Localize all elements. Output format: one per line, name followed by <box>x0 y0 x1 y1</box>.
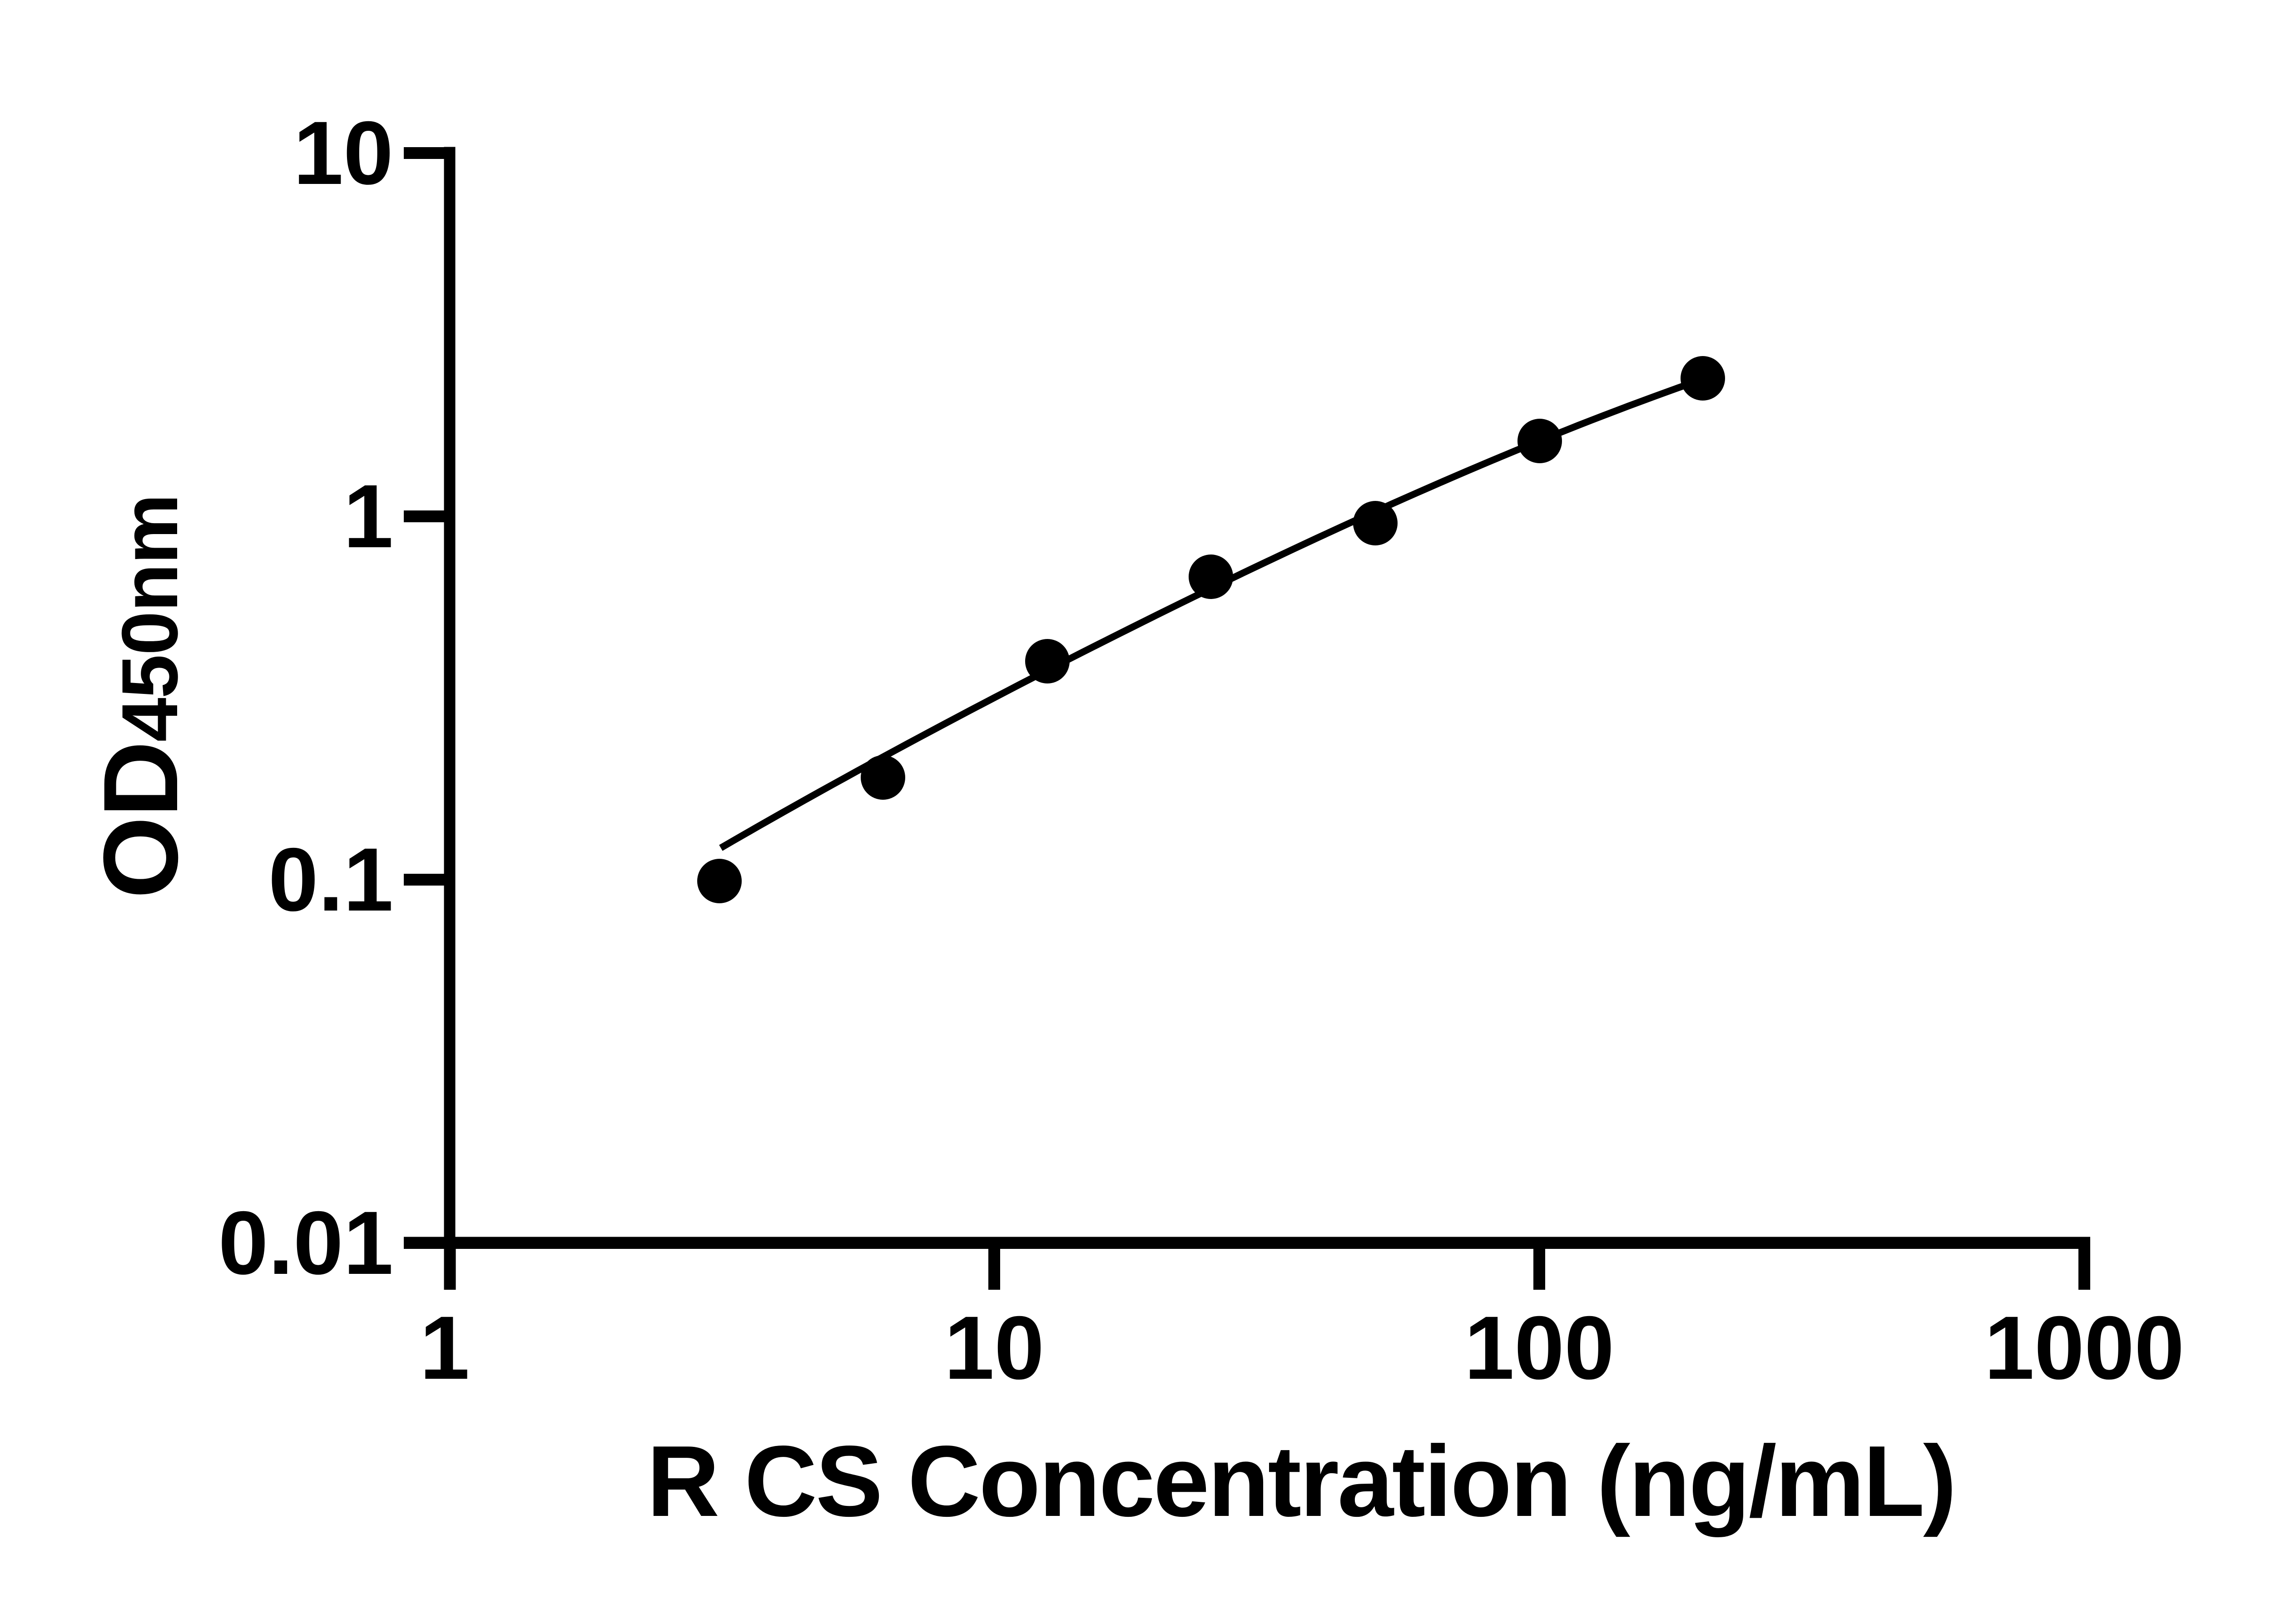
svg-text:100: 100 <box>1464 1297 1614 1398</box>
svg-text:0.01: 0.01 <box>218 1193 393 1293</box>
svg-text:1000: 1000 <box>1984 1297 2184 1398</box>
svg-text:0.1: 0.1 <box>268 829 393 930</box>
svg-text:1: 1 <box>420 1297 470 1398</box>
svg-text:10: 10 <box>944 1297 1044 1398</box>
svg-text:OD450nm: OD450nm <box>82 495 200 899</box>
svg-text:10: 10 <box>293 103 393 203</box>
svg-text:1: 1 <box>343 466 393 566</box>
svg-text:R CS Concentration (ng/mL): R CS Concentration (ng/mL) <box>647 1425 1957 1538</box>
